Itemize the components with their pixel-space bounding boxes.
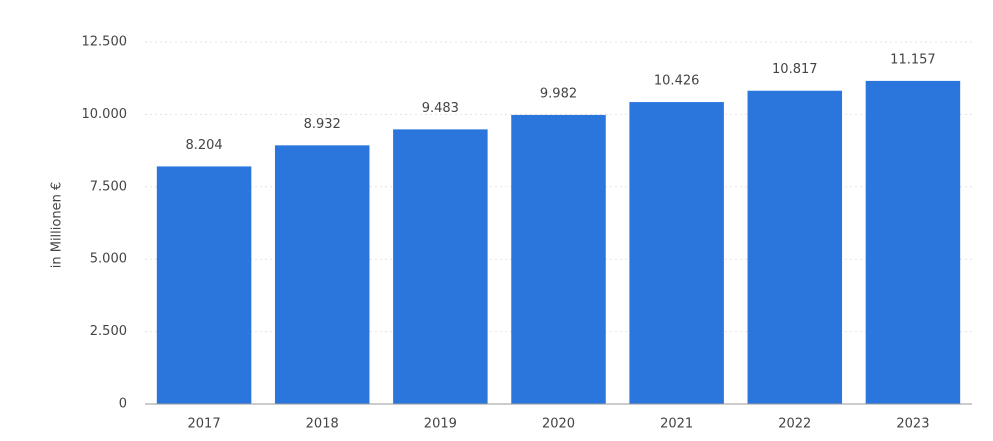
y-tick-label: 7.500 [90, 179, 127, 194]
bar [274, 145, 370, 404]
y-axis-label: in Millionen € [50, 182, 65, 268]
bar [393, 129, 488, 404]
x-tick-label: 2017 [188, 417, 221, 432]
x-tick-label: 2020 [542, 417, 575, 432]
value-label: 9.982 [540, 86, 577, 101]
x-tick-label: 2019 [424, 417, 457, 432]
bar [747, 90, 843, 404]
bar [629, 102, 724, 404]
x-tick-label: 2022 [778, 417, 811, 432]
x-tick-label: 2021 [660, 417, 693, 432]
value-label: 10.426 [654, 74, 700, 89]
value-label: 8.204 [185, 138, 222, 153]
value-label: 9.483 [422, 101, 459, 116]
value-label: 10.817 [772, 62, 818, 77]
x-tick-label: 2018 [306, 417, 339, 432]
y-tick-label: 12.500 [82, 35, 128, 50]
value-label: 8.932 [304, 117, 341, 132]
x-tick-label: 2023 [896, 417, 929, 432]
bar [511, 114, 606, 405]
y-tick-label: 0 [119, 397, 127, 412]
bar [156, 166, 252, 404]
bar [865, 80, 961, 404]
y-tick-label: 5.000 [90, 252, 127, 267]
y-tick-label: 2.500 [90, 324, 127, 339]
y-tick-label: 10.000 [82, 107, 128, 122]
value-label: 11.157 [890, 52, 936, 67]
